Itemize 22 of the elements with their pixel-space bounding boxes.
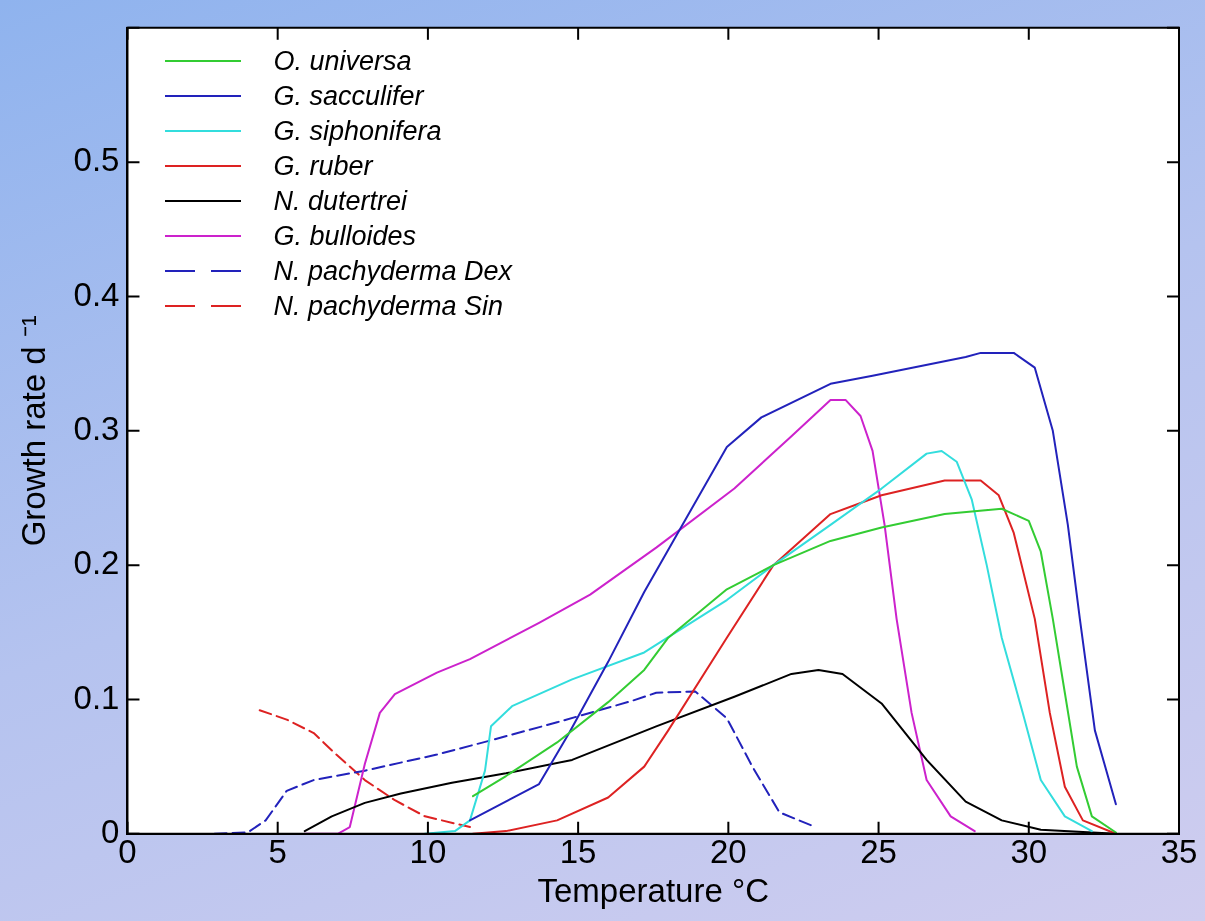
x-tick-label: 20 [709,832,747,870]
x-tick-label: 30 [1010,832,1048,870]
y-tick-label: 0.2 [73,544,120,582]
legend-label: G. ruber [273,149,373,183]
y-tick-label: 0.1 [73,678,120,716]
legend-label: N. pachyderma Dex [273,254,513,288]
legend-label: O. universa [273,44,412,78]
x-tick-label: 15 [559,832,597,870]
legend-label: G. sacculifer [273,79,424,113]
legend-label: G. siphonifera [273,114,442,148]
y-tick-label: 0.5 [73,141,120,179]
x-axis-title: Temperature °C [537,872,769,910]
legend-label: G. bulloides [273,219,417,253]
legend-label: N. pachyderma Sin [273,289,504,323]
y-axis-title: Growth rate d ⁻¹ [14,315,52,547]
legend-label: N. dutertrei [273,184,408,218]
y-tick-label: 0.4 [73,275,120,313]
x-tick-label: 10 [409,832,447,870]
y-tick-label: 0.3 [73,409,120,447]
x-tick-label: 35 [1160,832,1198,870]
x-tick-label: 5 [268,832,287,870]
x-tick-label: 25 [860,832,897,870]
